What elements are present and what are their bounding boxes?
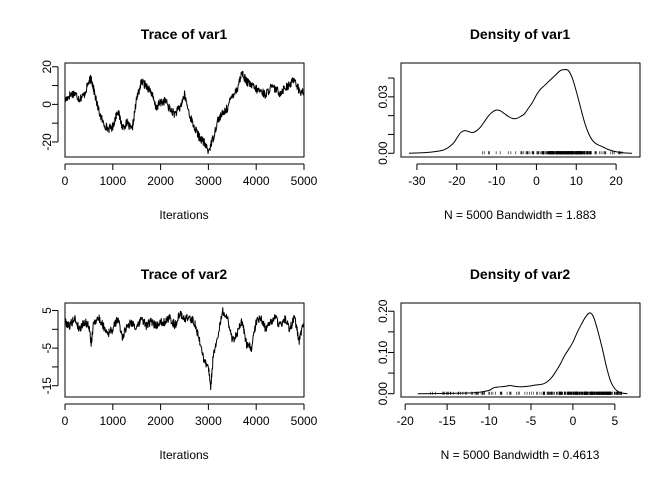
x-tick-label: -5 [526, 414, 537, 428]
y-tick-label: 20 [40, 60, 54, 74]
chart-title: Density of var2 [470, 266, 571, 282]
density-var2-panel: Density of var2 -20 -15 -10 -5 0 5 0.00 0.10 0.2… [376, 266, 641, 462]
trace-line [65, 307, 304, 391]
x-tick-label: -20 [397, 414, 415, 428]
x-axis-label: Iterations [159, 208, 208, 222]
x-tick-label: 5000 [291, 174, 318, 188]
x-tick-label: 0 [62, 174, 69, 188]
y-tick-label: -20 [40, 133, 54, 151]
x-tick-label: 3000 [195, 174, 222, 188]
x-tick-label: 3000 [195, 414, 222, 428]
plot-frame [64, 62, 305, 158]
y-tick-label: -5 [40, 342, 54, 353]
y-tick-label: 0.10 [376, 340, 390, 364]
chart-title: Trace of var2 [141, 266, 228, 282]
x-tick-label: 2000 [147, 414, 174, 428]
x-axis-label: N = 5000 Bandwidth = 0.4613 [441, 448, 600, 462]
x-axis: 0 1000 2000 3000 4000 5000 [62, 403, 318, 428]
chart-title: Density of var1 [470, 26, 571, 42]
x-tick-label: 1000 [99, 174, 126, 188]
rug-marks [430, 391, 623, 395]
x-tick-label: -30 [408, 174, 426, 188]
y-tick-label: 0.00 [376, 141, 390, 165]
data-marks: 0 1000 2000 3000 4000 5000 -20 0 20 [40, 60, 317, 188]
x-tick-label: 0 [570, 414, 577, 428]
x-tick-label: 10 [570, 174, 584, 188]
x-tick-label: 5 [611, 414, 618, 428]
data-marks: -20 -15 -10 -5 0 5 0.00 0.10 0.20 [376, 299, 628, 428]
x-tick-label: -10 [480, 414, 498, 428]
x-tick-label: 1000 [99, 414, 126, 428]
y-axis: -15 -5 5 [40, 307, 59, 395]
x-axis: -20 -15 -10 -5 0 5 [397, 403, 618, 428]
density-curve [408, 69, 633, 154]
x-tick-label: 4000 [243, 174, 270, 188]
plot-frame [400, 302, 641, 398]
x-axis-label: Iterations [159, 448, 208, 462]
x-tick-label: -15 [438, 414, 456, 428]
x-axis: -30 -20 -10 0 10 20 [408, 163, 623, 188]
trace-var1-panel: Trace of var1 0 1000 2000 3000 4000 5000 -20 0 2… [40, 26, 317, 222]
data-marks: 0 1000 2000 3000 4000 5000 -15 -5 5 [40, 307, 317, 428]
rug-marks [482, 151, 623, 155]
y-axis: -20 0 20 [40, 60, 59, 151]
x-tick-label: -20 [448, 174, 466, 188]
x-tick-label: 4000 [243, 414, 270, 428]
y-tick-label: 0.03 [376, 85, 390, 109]
plot-frame [64, 302, 305, 398]
plot-frame [400, 62, 641, 158]
y-tick-label: -15 [40, 377, 54, 395]
y-tick-label: 0 [40, 101, 54, 108]
x-tick-label: 20 [609, 174, 623, 188]
y-tick-label: 0.00 [376, 382, 390, 406]
x-tick-label: 0 [62, 414, 69, 428]
x-tick-label: 2000 [147, 174, 174, 188]
x-tick-label: -10 [488, 174, 506, 188]
trace-line [65, 70, 304, 155]
y-axis: 0.00 0.10 0.20 [376, 299, 395, 406]
x-axis-label: N = 5000 Bandwidth = 1.883 [444, 208, 596, 222]
chart-title: Trace of var1 [141, 26, 228, 42]
x-tick-label: 5000 [291, 414, 318, 428]
density-curve [417, 312, 628, 395]
data-marks: -30 -20 -10 0 10 20 0.00 0.03 [376, 69, 633, 188]
density-var1-panel: Density of var1 -30 -20 -10 0 10 20 0.00 0.03 N… [376, 26, 641, 222]
trace-var2-panel: Trace of var2 0 1000 2000 3000 4000 5000 -15 -5… [40, 266, 317, 462]
y-axis: 0.00 0.03 [376, 77, 395, 165]
y-tick-label: 0.20 [376, 299, 390, 323]
x-tick-label: 0 [533, 174, 540, 188]
y-tick-label: 5 [40, 307, 54, 314]
x-axis: 0 1000 2000 3000 4000 5000 [62, 163, 318, 188]
